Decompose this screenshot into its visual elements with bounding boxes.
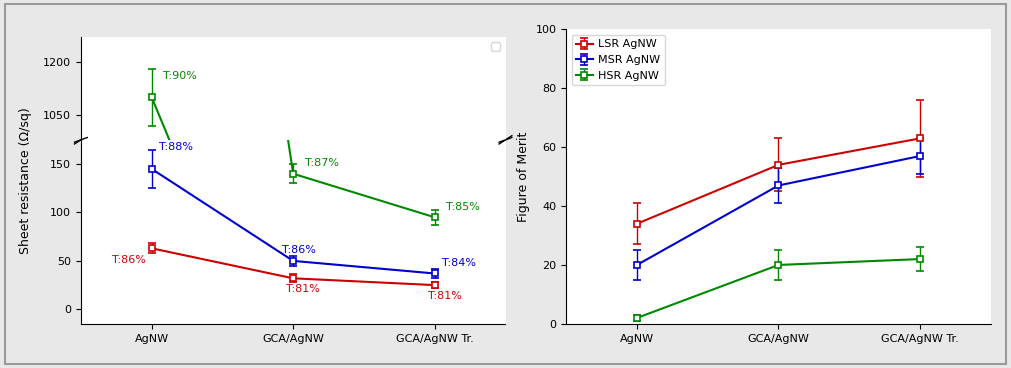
Text: T:86%: T:86% <box>112 255 146 265</box>
Text: Sheet resistance (Ω/sq): Sheet resistance (Ω/sq) <box>19 107 31 254</box>
Text: T:88%: T:88% <box>159 142 193 152</box>
Text: T:90%: T:90% <box>163 71 197 81</box>
Legend:  <box>491 42 500 51</box>
Y-axis label: Figure of Merit: Figure of Merit <box>517 131 530 222</box>
Text: T:85%: T:85% <box>446 202 480 212</box>
Text: T:84%: T:84% <box>442 258 476 268</box>
Text: T:81%: T:81% <box>428 291 462 301</box>
Text: T:87%: T:87% <box>304 158 339 168</box>
Text: T:81%: T:81% <box>286 284 320 294</box>
Text: T:86%: T:86% <box>282 245 315 255</box>
Legend: LSR AgNW, MSR AgNW, HSR AgNW: LSR AgNW, MSR AgNW, HSR AgNW <box>571 35 665 85</box>
